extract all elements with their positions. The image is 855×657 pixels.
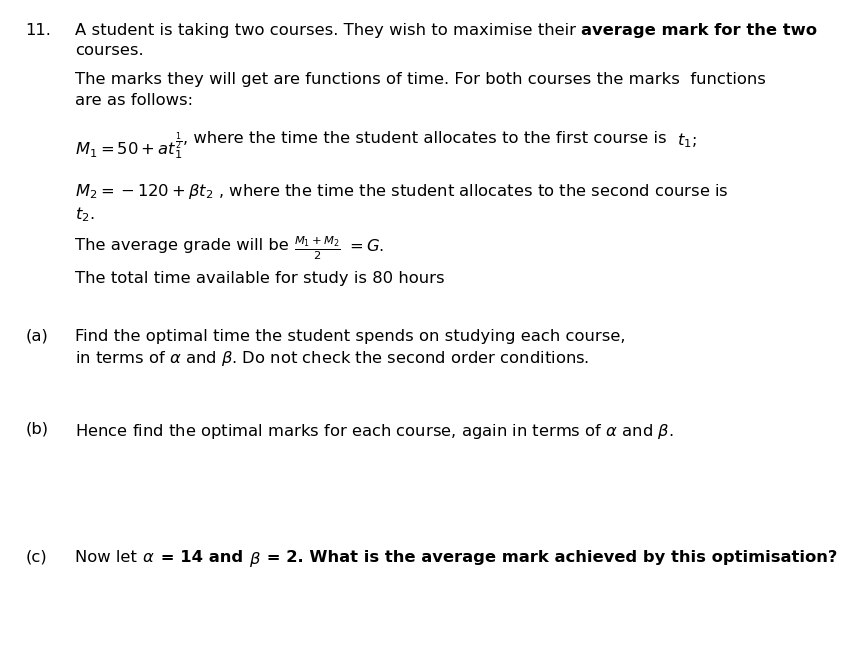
Text: courses.: courses. [75, 43, 144, 58]
Text: $\alpha$: $\alpha$ [143, 550, 155, 565]
Text: Hence find the optimal marks for each course, again in terms of $\alpha$ and $\b: Hence find the optimal marks for each co… [75, 422, 674, 441]
Text: = 14 and: = 14 and [155, 550, 249, 565]
Text: The average grade will be: The average grade will be [75, 238, 294, 253]
Text: The marks they will get are functions of time. For both courses the marks  funct: The marks they will get are functions of… [75, 72, 766, 87]
Text: in terms of $\alpha$ and $\beta$. Do not check the second order conditions.: in terms of $\alpha$ and $\beta$. Do not… [75, 349, 590, 368]
Text: are as follows:: are as follows: [75, 93, 193, 108]
Text: (c): (c) [26, 550, 47, 565]
Text: $= G.$: $= G.$ [341, 238, 384, 254]
Text: = 2. What is the average mark achieved by this optimisation?: = 2. What is the average mark achieved b… [261, 550, 837, 565]
Text: A student is taking two courses. They wish to maximise their: A student is taking two courses. They wi… [75, 23, 581, 38]
Text: average mark for the two: average mark for the two [581, 23, 817, 38]
Text: (a): (a) [26, 328, 49, 344]
Text: (b): (b) [26, 422, 49, 437]
Text: $\frac{M_1+M_2}{2}$: $\frac{M_1+M_2}{2}$ [294, 235, 341, 262]
Text: $M_1 = 50 + at_1^{\frac{1}{2}}$: $M_1 = 50 + at_1^{\frac{1}{2}}$ [75, 131, 183, 164]
Text: Find the optimal time the student spends on studying each course,: Find the optimal time the student spends… [75, 328, 626, 344]
Text: $t_2$.: $t_2$. [75, 206, 95, 224]
Text: Now let: Now let [75, 550, 143, 565]
Text: $t_1$;: $t_1$; [677, 131, 697, 150]
Text: 11.: 11. [26, 23, 51, 38]
Text: The total time available for study is 80 hours: The total time available for study is 80… [75, 271, 445, 286]
Text: , where the time the student allocates to the first course is: , where the time the student allocates t… [183, 131, 677, 147]
Text: $M_2 = -120 + \beta t_2$ , where the time the student allocates to the second co: $M_2 = -120 + \beta t_2$ , where the tim… [75, 182, 729, 201]
Text: $\beta$: $\beta$ [249, 550, 261, 569]
